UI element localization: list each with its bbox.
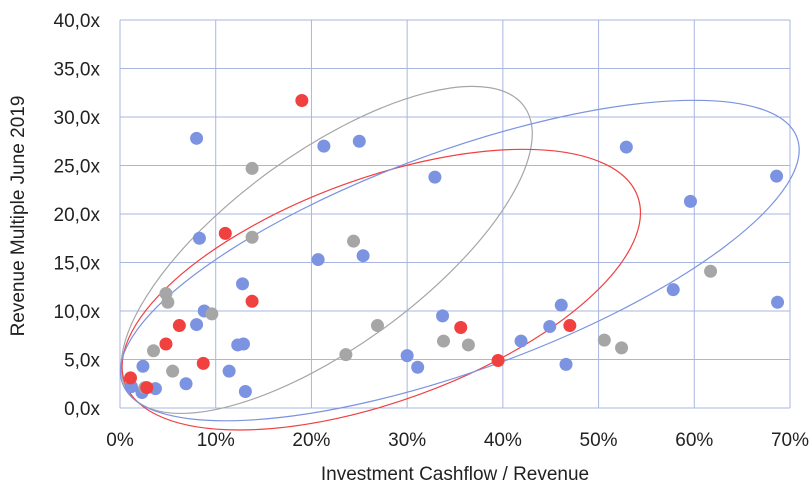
- data-point: [436, 309, 450, 323]
- data-point: [222, 364, 236, 378]
- data-point: [124, 371, 138, 385]
- data-point: [559, 357, 573, 371]
- data-point: [140, 381, 154, 395]
- data-point: [597, 333, 611, 347]
- y-tick-label: 35,0x: [54, 60, 101, 81]
- cluster-ellipse: [121, 148, 642, 431]
- data-point: [179, 377, 193, 391]
- data-point: [437, 334, 451, 348]
- cluster-ellipse: [119, 99, 800, 422]
- data-point: [236, 337, 250, 351]
- data-point: [619, 140, 633, 154]
- tick-layer: 0% 10% 20% 30% 40% 50% 60% 70% 0,0x 5,0x 10,0x 15,0…: [54, 11, 810, 451]
- x-axis-title: Investment Cashflow / Revenue: [321, 464, 589, 485]
- data-point: [161, 295, 175, 309]
- data-point: [245, 294, 259, 308]
- data-point: [147, 344, 160, 358]
- y-axis-title: Revenue Multiple June 2019: [8, 96, 29, 337]
- data-point: [370, 319, 384, 333]
- data-point: [771, 295, 785, 309]
- data-point: [491, 353, 505, 367]
- data-point: [461, 338, 475, 352]
- data-point: [770, 169, 784, 183]
- data-point: [190, 131, 204, 145]
- data-point: [356, 249, 370, 263]
- data-point: [172, 319, 186, 333]
- ellipse-layer: [119, 85, 800, 431]
- y-tick-label: 30,0x: [54, 108, 101, 129]
- x-tick-label: 40%: [484, 430, 522, 451]
- data-point: [543, 320, 557, 334]
- data-point: [245, 161, 259, 175]
- grid: [119, 19, 791, 409]
- data-point: [190, 318, 204, 332]
- data-point: [238, 385, 252, 399]
- data-point: [514, 334, 528, 348]
- data-point: [218, 226, 232, 240]
- data-point: [428, 170, 442, 184]
- data-point: [666, 283, 680, 297]
- data-point: [245, 230, 259, 244]
- data-point: [563, 319, 577, 333]
- y-tick-label: 20,0x: [54, 205, 101, 226]
- data-point: [311, 253, 325, 267]
- y-tick-label: 15,0x: [54, 254, 101, 275]
- data-point: [554, 298, 568, 312]
- x-tick-label: 0%: [106, 430, 134, 451]
- data-point: [166, 364, 180, 378]
- data-point: [136, 359, 150, 373]
- data-point: [159, 337, 173, 351]
- data-point: [196, 356, 210, 370]
- data-point: [295, 94, 309, 108]
- y-tick-label: 40,0x: [54, 11, 101, 32]
- point-layer: [124, 94, 785, 399]
- y-tick-label: 5,0x: [64, 351, 100, 372]
- data-point: [683, 194, 697, 208]
- x-tick-label: 60%: [675, 430, 713, 451]
- data-point: [615, 341, 629, 355]
- data-point: [339, 348, 353, 362]
- data-point: [400, 349, 414, 363]
- x-tick-label: 30%: [388, 430, 426, 451]
- y-tick-label: 0,0x: [64, 399, 100, 420]
- data-point: [317, 139, 331, 153]
- data-point: [236, 277, 250, 291]
- data-point: [704, 264, 718, 278]
- y-tick-label: 10,0x: [54, 302, 101, 323]
- data-point: [352, 134, 366, 148]
- y-tick-label: 25,0x: [54, 157, 101, 178]
- x-tick-label: 10%: [197, 430, 235, 451]
- x-tick-label: 50%: [580, 430, 618, 451]
- cluster-ellipse: [120, 85, 533, 415]
- data-point: [454, 320, 468, 334]
- data-point: [205, 307, 219, 321]
- x-tick-label: 20%: [292, 430, 330, 451]
- data-point: [411, 360, 425, 374]
- data-point: [192, 231, 206, 245]
- x-tick-label: 70%: [771, 430, 809, 451]
- data-point: [347, 234, 361, 248]
